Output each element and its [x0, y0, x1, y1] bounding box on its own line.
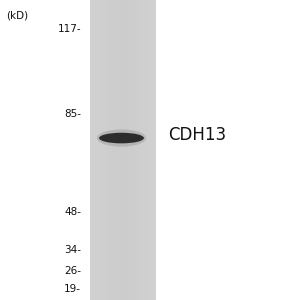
Bar: [142, 0, 143, 300]
Bar: [99, 0, 100, 300]
Bar: [152, 0, 153, 300]
Bar: [149, 0, 150, 300]
Bar: [136, 0, 137, 300]
Text: 34-: 34-: [64, 244, 81, 255]
Bar: [116, 0, 117, 300]
Bar: [114, 0, 115, 300]
Bar: [100, 0, 101, 300]
Bar: [92, 0, 93, 300]
Bar: [146, 0, 147, 300]
Bar: [155, 0, 156, 300]
Bar: [118, 0, 119, 300]
Bar: [119, 0, 120, 300]
Bar: [145, 0, 146, 300]
Text: 85-: 85-: [64, 109, 81, 119]
Bar: [110, 0, 111, 300]
Bar: [128, 0, 129, 300]
Bar: [95, 0, 96, 300]
Bar: [111, 0, 112, 300]
Bar: [150, 0, 151, 300]
Bar: [91, 0, 92, 300]
Bar: [139, 0, 140, 300]
Bar: [154, 0, 155, 300]
Bar: [90, 0, 91, 300]
Bar: [98, 0, 99, 300]
Bar: [143, 0, 144, 300]
Bar: [113, 0, 114, 300]
Bar: [102, 0, 103, 300]
Text: (kD): (kD): [6, 11, 28, 21]
Text: 117-: 117-: [57, 24, 81, 34]
Bar: [107, 0, 108, 300]
Bar: [103, 0, 104, 300]
Bar: [141, 0, 142, 300]
Bar: [151, 0, 152, 300]
Bar: [134, 0, 135, 300]
Bar: [90, 0, 156, 300]
Bar: [136, 0, 137, 300]
Bar: [117, 0, 118, 300]
Bar: [101, 0, 102, 300]
Bar: [109, 0, 110, 300]
Ellipse shape: [99, 133, 144, 143]
Bar: [123, 0, 124, 300]
Bar: [105, 0, 106, 300]
Bar: [112, 0, 113, 300]
Bar: [104, 0, 105, 300]
Bar: [96, 0, 97, 300]
Bar: [124, 0, 125, 300]
Bar: [106, 0, 107, 300]
Bar: [132, 0, 133, 300]
Bar: [127, 0, 128, 300]
Bar: [120, 0, 121, 300]
Bar: [129, 0, 130, 300]
Bar: [130, 0, 131, 300]
Bar: [108, 0, 109, 300]
Bar: [93, 0, 94, 300]
Bar: [135, 0, 136, 300]
Bar: [97, 0, 98, 300]
Bar: [90, 0, 156, 300]
Text: 26-: 26-: [64, 266, 81, 276]
Text: 19-: 19-: [64, 284, 81, 294]
Bar: [131, 0, 132, 300]
Bar: [148, 0, 149, 300]
Bar: [147, 0, 148, 300]
Bar: [94, 0, 95, 300]
Bar: [138, 0, 139, 300]
Bar: [125, 0, 126, 300]
Bar: [122, 0, 123, 300]
Text: 48-: 48-: [64, 207, 81, 218]
Bar: [153, 0, 154, 300]
Bar: [121, 0, 122, 300]
Bar: [126, 0, 127, 300]
Bar: [140, 0, 141, 300]
Text: CDH13: CDH13: [168, 126, 226, 144]
Bar: [115, 0, 116, 300]
Bar: [133, 0, 134, 300]
Ellipse shape: [97, 129, 146, 147]
Bar: [137, 0, 138, 300]
Bar: [144, 0, 145, 300]
